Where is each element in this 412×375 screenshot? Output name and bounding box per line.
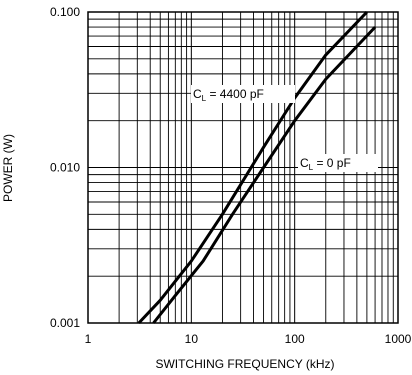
x-tick-label: 1000 <box>385 332 412 346</box>
series-line-1 <box>137 10 368 325</box>
y-tick-label: 0.001 <box>50 316 80 330</box>
curve-label-bg <box>191 85 295 103</box>
x-axis-title: SWITCHING FREQUENCY (kHz) <box>155 357 334 371</box>
curve-labels: CL = 4400 pF CL = 0 pF <box>191 85 378 172</box>
x-tick-label: 100 <box>285 332 305 346</box>
y-tick-label: 0.010 <box>50 161 80 175</box>
plot-frame <box>87 11 399 324</box>
y-tick-label: 0.100 <box>50 5 80 19</box>
y-axis-title: POWER (W) <box>1 134 15 202</box>
x-tick-label: 10 <box>185 332 199 346</box>
tick-labels: 1 10 100 1000 0.001 0.010 0.100 <box>50 5 412 346</box>
curve-label-1: CL = 4400 pF <box>193 87 264 103</box>
curve-label-2: CL = 0 pF <box>300 156 351 172</box>
series-line-2 <box>152 26 377 324</box>
series-layer <box>137 10 377 325</box>
x-tick-label: 1 <box>85 332 92 346</box>
curve-label-bg <box>298 154 378 172</box>
